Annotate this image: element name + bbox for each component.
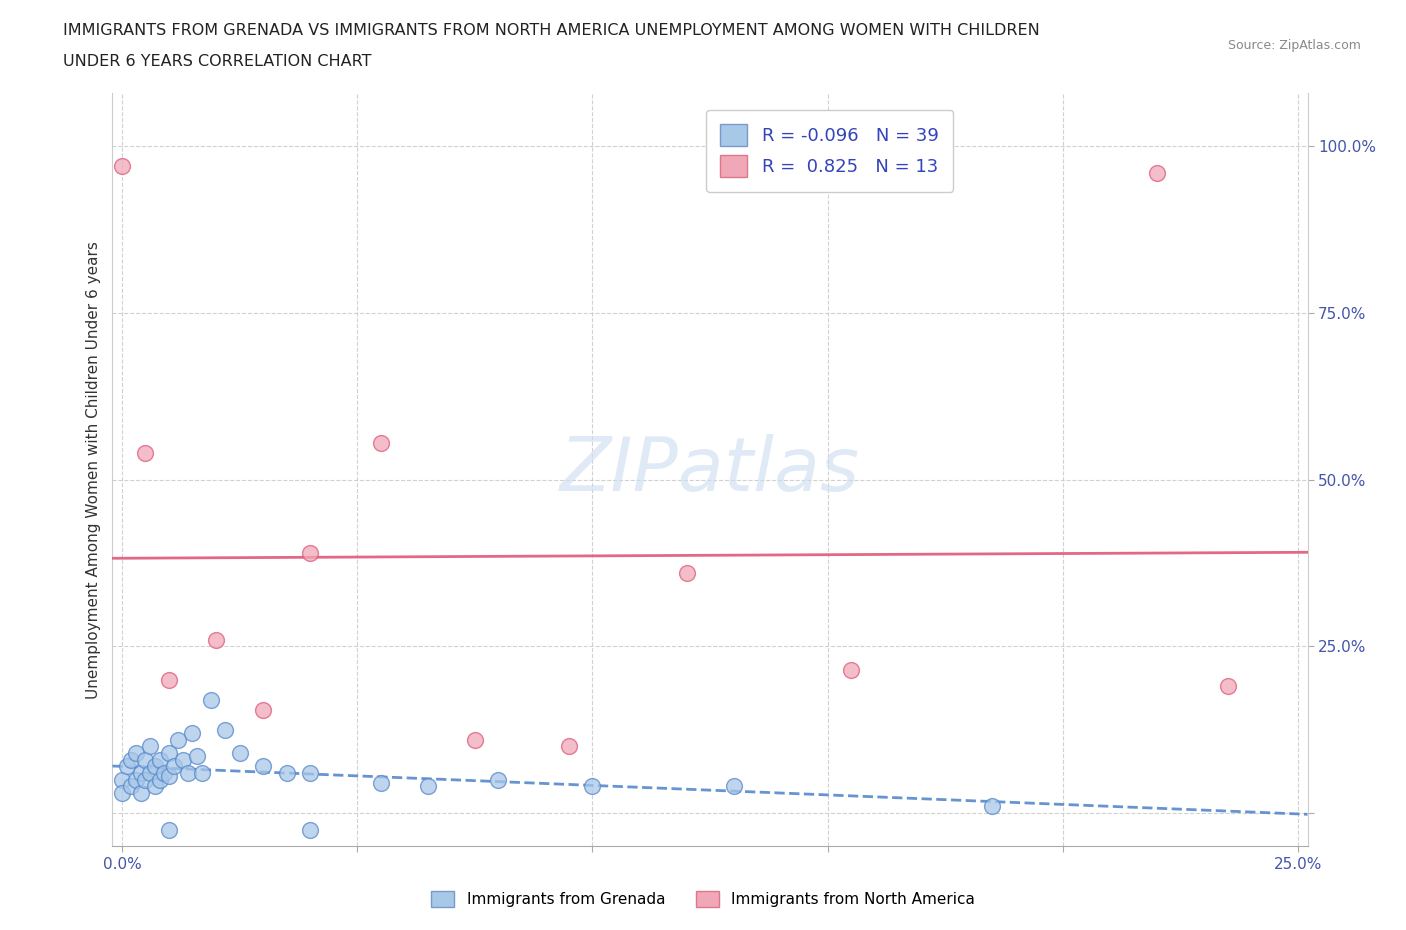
Point xyxy=(1146,166,1168,180)
Point xyxy=(157,822,180,837)
Y-axis label: Unemployment Among Women with Children Under 6 years: Unemployment Among Women with Children U… xyxy=(86,241,101,698)
Point xyxy=(111,772,134,787)
Point xyxy=(558,738,581,753)
Point xyxy=(120,778,142,793)
Point xyxy=(581,778,603,793)
Point xyxy=(191,765,214,780)
Point xyxy=(115,759,138,774)
Point xyxy=(228,746,250,761)
Point xyxy=(139,738,162,753)
Text: ZIPatlas: ZIPatlas xyxy=(560,433,860,506)
Point xyxy=(1216,679,1239,694)
Point xyxy=(134,752,156,767)
Point xyxy=(299,822,322,837)
Point xyxy=(299,546,322,561)
Point xyxy=(370,776,392,790)
Point xyxy=(205,632,228,647)
Text: UNDER 6 YEARS CORRELATION CHART: UNDER 6 YEARS CORRELATION CHART xyxy=(63,54,371,69)
Point xyxy=(299,765,322,780)
Point xyxy=(464,732,486,747)
Point xyxy=(167,732,190,747)
Point xyxy=(163,759,186,774)
Point xyxy=(486,772,509,787)
Point xyxy=(839,662,862,677)
Point xyxy=(723,778,745,793)
Point xyxy=(148,772,170,787)
Point xyxy=(181,725,204,740)
Point xyxy=(200,692,222,707)
Point xyxy=(276,765,298,780)
Point xyxy=(143,759,166,774)
Point xyxy=(129,786,152,801)
Point xyxy=(172,752,194,767)
Point xyxy=(370,435,392,450)
Point xyxy=(134,772,156,787)
Point xyxy=(157,769,180,784)
Point xyxy=(134,445,156,460)
Point xyxy=(129,765,152,780)
Point xyxy=(252,759,274,774)
Point xyxy=(416,778,439,793)
Text: Source: ZipAtlas.com: Source: ZipAtlas.com xyxy=(1227,39,1361,52)
Point xyxy=(120,752,142,767)
Point xyxy=(252,702,274,717)
Point xyxy=(125,746,148,761)
Point xyxy=(111,159,134,174)
Point xyxy=(139,765,162,780)
Text: IMMIGRANTS FROM GRENADA VS IMMIGRANTS FROM NORTH AMERICA UNEMPLOYMENT AMONG WOME: IMMIGRANTS FROM GRENADA VS IMMIGRANTS FR… xyxy=(63,23,1040,38)
Legend: Immigrants from Grenada, Immigrants from North America: Immigrants from Grenada, Immigrants from… xyxy=(425,884,981,913)
Point xyxy=(186,749,208,764)
Point xyxy=(143,778,166,793)
Point xyxy=(125,772,148,787)
Point xyxy=(981,799,1004,814)
Point xyxy=(157,672,180,687)
Point xyxy=(153,765,176,780)
Point xyxy=(148,752,170,767)
Point xyxy=(675,565,697,580)
Point xyxy=(157,746,180,761)
Point xyxy=(177,765,200,780)
Point xyxy=(111,786,134,801)
Point xyxy=(214,723,236,737)
Legend: R = -0.096   N = 39, R =  0.825   N = 13: R = -0.096 N = 39, R = 0.825 N = 13 xyxy=(706,110,953,192)
